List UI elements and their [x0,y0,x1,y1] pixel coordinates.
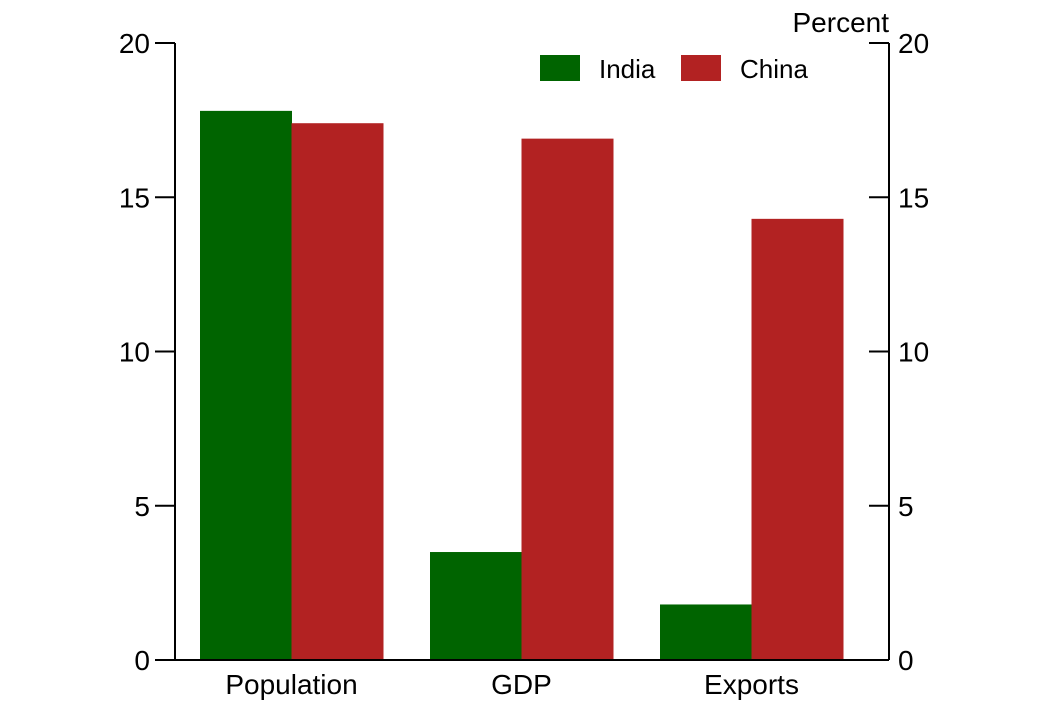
x-tick-label: Population [225,669,357,700]
right-tick-label: 5 [898,491,914,522]
left-tick-label: 5 [134,491,150,522]
left-tick-label: 20 [119,28,150,59]
left-tick-label: 10 [119,337,150,368]
legend-label-china: China [740,54,808,84]
right-tick-label: 0 [898,645,914,676]
legend-swatch-india [540,55,580,81]
right-tick-label: 15 [898,182,929,213]
legend: India China [540,54,808,84]
bar-china-gdp [521,138,614,660]
bar-india-exports [660,604,752,660]
left-tick-label: 15 [119,182,150,213]
bar-china-population [291,123,384,660]
legend-swatch-china [681,55,721,81]
legend-label-india: India [599,54,656,84]
bar-india-gdp [430,552,522,660]
x-tick-label: GDP [491,669,552,700]
y-axis-label: Percent [793,7,890,38]
left-tick-label: 0 [134,645,150,676]
right-tick-label: 10 [898,337,929,368]
bar-china-exports [751,218,844,660]
x-tick-label: Exports [704,669,799,700]
bar-india-population [200,110,292,661]
right-tick-label: 20 [898,28,929,59]
